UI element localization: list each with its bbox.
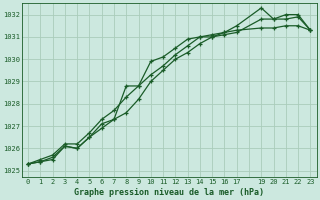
- X-axis label: Graphe pression niveau de la mer (hPa): Graphe pression niveau de la mer (hPa): [74, 188, 264, 197]
